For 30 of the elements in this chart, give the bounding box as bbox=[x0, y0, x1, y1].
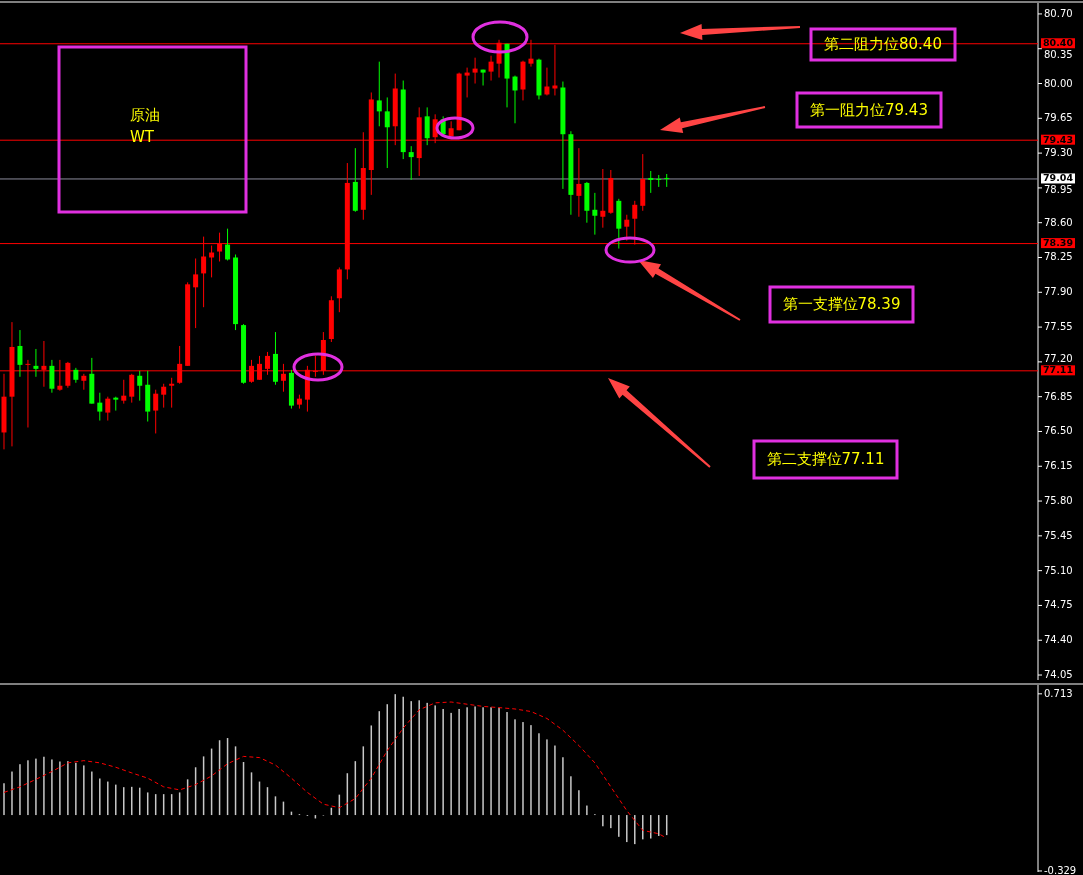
y-tick-label: 0.713 bbox=[1044, 687, 1073, 699]
y-tick-label: 80.00 bbox=[1044, 77, 1073, 89]
y-tick-label: 75.10 bbox=[1044, 564, 1073, 576]
y-tick-label: 80.35 bbox=[1044, 48, 1073, 60]
annotation: 第二支撑位77.11 bbox=[766, 450, 885, 468]
ref-line-tag: 77.11 bbox=[1041, 364, 1075, 376]
y-tick-label: 76.15 bbox=[1044, 460, 1073, 472]
annotation: 第一支撑位78.39 bbox=[782, 295, 901, 313]
y-tick-label: 75.80 bbox=[1044, 495, 1073, 507]
y-tick-label: 74.40 bbox=[1044, 634, 1073, 646]
y-tick-label: 79.65 bbox=[1044, 112, 1073, 124]
y-tick-label: 80.70 bbox=[1044, 7, 1073, 19]
y-tick-label: 78.95 bbox=[1044, 183, 1073, 195]
y-tick-label: -0.329 bbox=[1044, 865, 1077, 875]
annotation: 第一阻力位79.43 bbox=[810, 100, 928, 119]
y-tick-label: 77.90 bbox=[1044, 286, 1073, 298]
ref-line-tag: 79.04 bbox=[1041, 172, 1075, 184]
y-tick-label: 77.55 bbox=[1044, 321, 1073, 333]
ref-line-tag: 78.39 bbox=[1041, 237, 1075, 249]
y-tick-label: 74.05 bbox=[1044, 669, 1073, 681]
y-tick-label: 78.60 bbox=[1044, 216, 1073, 228]
y-tick-label: 74.75 bbox=[1044, 599, 1073, 611]
y-tick-label: 79.30 bbox=[1044, 147, 1073, 159]
ref-line-tag: 80.40 bbox=[1041, 37, 1075, 49]
y-tick-label: 76.85 bbox=[1044, 390, 1073, 402]
y-tick-label: 78.25 bbox=[1044, 251, 1073, 263]
y-tick-label: 76.50 bbox=[1044, 425, 1073, 437]
ref-line-tag: 79.43 bbox=[1041, 133, 1075, 145]
y-tick-label: 75.45 bbox=[1044, 529, 1073, 541]
y-tick-label: 77.20 bbox=[1044, 352, 1073, 364]
